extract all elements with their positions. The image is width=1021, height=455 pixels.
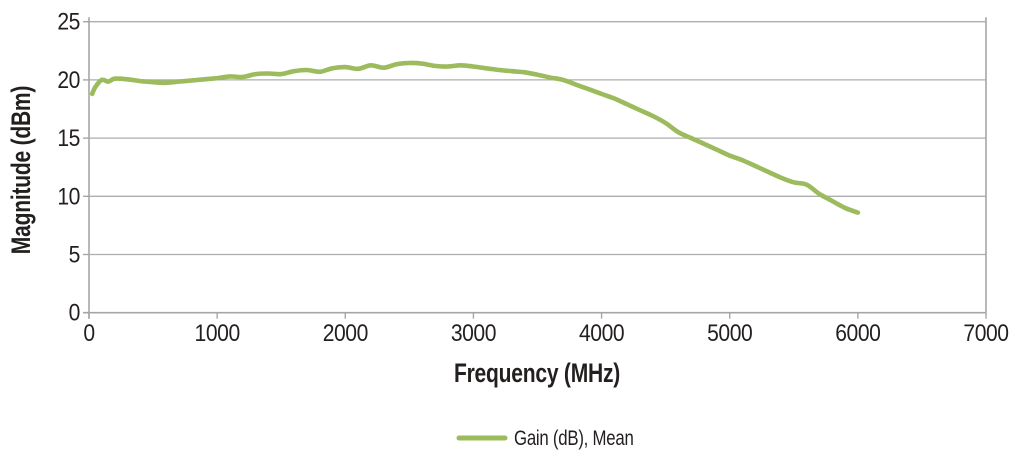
y-tick-label-20: 20 [57,67,80,94]
y-tick-label-15: 15 [57,125,80,152]
x-tick-label-5000: 5000 [707,320,752,347]
y-tick-label-0: 0 [69,299,80,326]
y-axis-title: Magnitude (dBm) [7,86,37,254]
x-tick-label-3000: 3000 [451,320,496,347]
legend-label: Gain (dB), Mean [514,427,634,450]
x-axis-title: Frequency (MHz) [454,359,620,389]
series-layer [89,60,861,215]
y-tick-label-5: 5 [69,241,80,268]
x-tick-label-2000: 2000 [323,320,368,347]
y-tick-label-10: 10 [57,183,80,210]
x-tick-label-4000: 4000 [579,320,624,347]
axes-layer [83,17,987,319]
x-tick-label-0: 0 [83,320,94,347]
gridlines-layer [89,21,986,256]
y-tick-label-25: 25 [57,8,80,35]
x-tick-label-6000: 6000 [835,320,880,347]
x-tick-label-7000: 7000 [963,320,1008,347]
x-tick-label-1000: 1000 [195,320,240,347]
tick-labels-layer: 0 1000 2000 3000 4000 5000 6000 7000 0 5 10 15 20 25 [57,8,1009,347]
legend: Gain (dB), Mean [456,427,634,451]
gain-mean-line [89,60,861,215]
